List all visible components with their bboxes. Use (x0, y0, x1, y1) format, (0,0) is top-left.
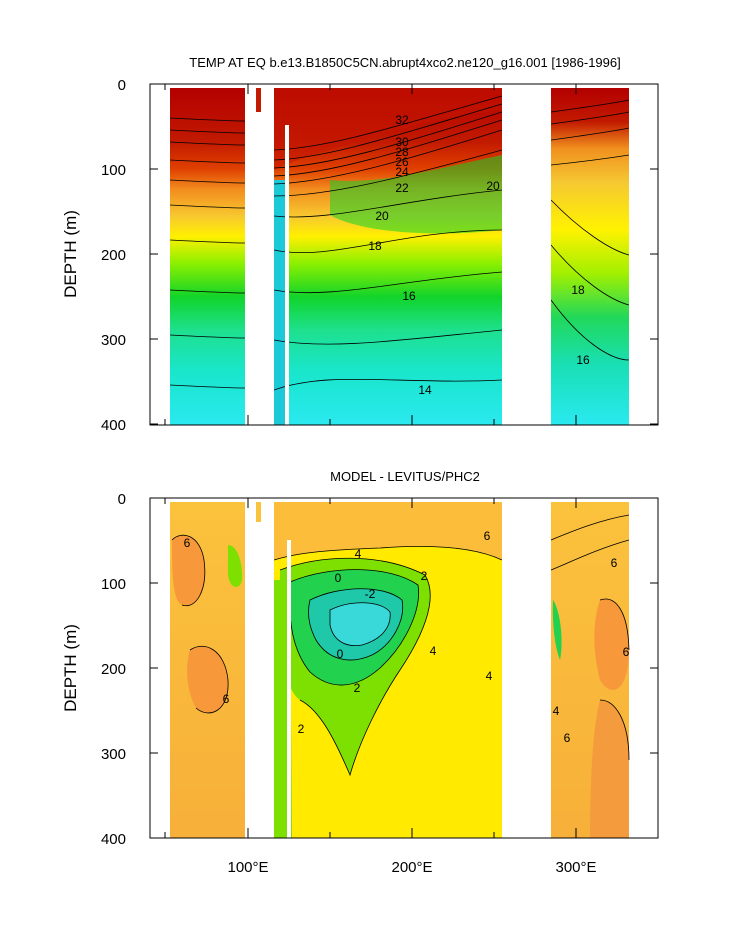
bottom-contour-label: 2 (354, 681, 361, 695)
top-contour-label: 16 (576, 353, 590, 367)
bottom-land-gap-1 (245, 498, 256, 838)
bottom-contour-label: 6 (611, 556, 618, 570)
bottom-x-tick-label: 300°E (555, 859, 596, 876)
bottom-contour-label: 4 (553, 704, 560, 718)
bottom-y-tick-label: 200 (101, 661, 126, 678)
bottom-title: MODEL - LEVITUS/PHC2 (330, 469, 480, 484)
top-ocean-east (551, 88, 629, 425)
top-contour-label: 16 (402, 289, 416, 303)
top-contour-label: 22 (395, 181, 409, 195)
top-y-tick-labels: 0 100 200 300 400 (101, 77, 126, 434)
bottom-contour-labels: 6 6 4 0 -2 2 0 4 2 2 4 6 6 4 6 6 (184, 529, 630, 745)
top-y-tick-label: 200 (101, 247, 126, 264)
bottom-contour-label: 0 (337, 647, 344, 661)
bottom-green-east (552, 600, 562, 660)
top-contour-label: 20 (375, 209, 389, 223)
top-y-tick-label: 100 (101, 162, 126, 179)
top-y-tick-label: 400 (101, 417, 126, 434)
bottom-contour-label: 0 (335, 571, 342, 585)
bottom-ocean-sliver (256, 502, 261, 522)
top-x-ticks (164, 84, 659, 425)
bottom-contour-label: 6 (623, 645, 630, 659)
bottom-contour-label: 4 (486, 669, 493, 683)
bottom-y-ticks (150, 497, 658, 839)
top-panel: TEMP AT EQ b.e13.B1850C5CN.abrupt4xco2.n… (61, 55, 659, 434)
top-contour-label: 14 (418, 383, 432, 397)
bottom-x-tick-label: 100°E (227, 859, 268, 876)
top-warm-wedge (274, 88, 502, 170)
bottom-cyan-center (330, 602, 391, 646)
top-contour-label: 26 (395, 155, 409, 169)
bottom-y-tick-label: 100 (101, 576, 126, 593)
top-ocean-west (170, 88, 245, 425)
top-y-ticks (150, 83, 658, 425)
bottom-panel: MODEL - LEVITUS/PHC2 (61, 469, 659, 876)
bottom-land-gap-2 (261, 498, 274, 838)
bottom-y-tick-label: 300 (101, 746, 126, 763)
top-land-gap-3 (285, 125, 289, 425)
bottom-contour-label: 4 (430, 644, 437, 658)
bottom-contour-label: -2 (365, 587, 376, 601)
bottom-land-gap-3 (287, 540, 291, 838)
bottom-contour-label: 2 (298, 722, 305, 736)
top-contour-label: 32 (395, 113, 409, 127)
top-title: TEMP AT EQ b.e13.B1850C5CN.abrupt4xco2.n… (189, 55, 620, 70)
bottom-contour-label: 4 (355, 547, 362, 561)
top-contour-label: 30 (395, 135, 409, 149)
bottom-y-tick-label: 400 (101, 831, 126, 848)
bottom-contour-label: 6 (484, 529, 491, 543)
bottom-field (170, 498, 630, 838)
bottom-contour-label: 6 (184, 536, 191, 550)
top-green-bulge (330, 155, 502, 234)
bottom-contour-label: 6 (564, 731, 571, 745)
top-y-tick-label: 300 (101, 332, 126, 349)
top-contour-labels: 32 30 28 26 24 22 20 20 18 16 18 16 14 (368, 113, 590, 397)
bottom-green-west (228, 545, 243, 587)
bottom-y-tick-labels: 0 100 200 300 400 (101, 491, 126, 848)
bottom-contours (171, 514, 630, 777)
bottom-orange-band (274, 502, 502, 560)
bottom-land-gap-4 (502, 498, 551, 838)
top-ocean-strip (274, 180, 285, 425)
bottom-y-axis-label: DEPTH (m) (61, 624, 80, 712)
top-contour-label: 18 (368, 239, 382, 253)
top-land-gap-4 (502, 84, 551, 425)
bottom-warm-patch (172, 535, 205, 606)
bottom-warm-patch (594, 599, 629, 690)
bottom-contour-label: 6 (223, 692, 230, 706)
bottom-x-tick-labels: 100°E 200°E 300°E (227, 859, 596, 876)
top-contour-label: 20 (486, 179, 500, 193)
top-y-axis-label: DEPTH (m) (61, 210, 80, 298)
top-contours (169, 95, 630, 391)
bottom-warm-patch (187, 646, 229, 713)
bottom-y-tick-label: 0 (118, 491, 126, 508)
top-contour-label: 28 (395, 145, 409, 159)
bottom-warm-patch (590, 700, 629, 838)
top-contour-label: 24 (395, 165, 409, 179)
top-ocean-sliver (256, 88, 261, 112)
top-contour-label: 18 (571, 283, 585, 297)
bottom-x-tick-label: 200°E (391, 859, 432, 876)
top-y-tick-label: 0 (118, 77, 126, 94)
bottom-contour-label: 2 (421, 569, 428, 583)
top-land-gap-1 (245, 84, 256, 425)
top-field (169, 84, 630, 425)
top-land-gap-2 (261, 84, 274, 425)
bottom-x-ticks (164, 498, 659, 838)
